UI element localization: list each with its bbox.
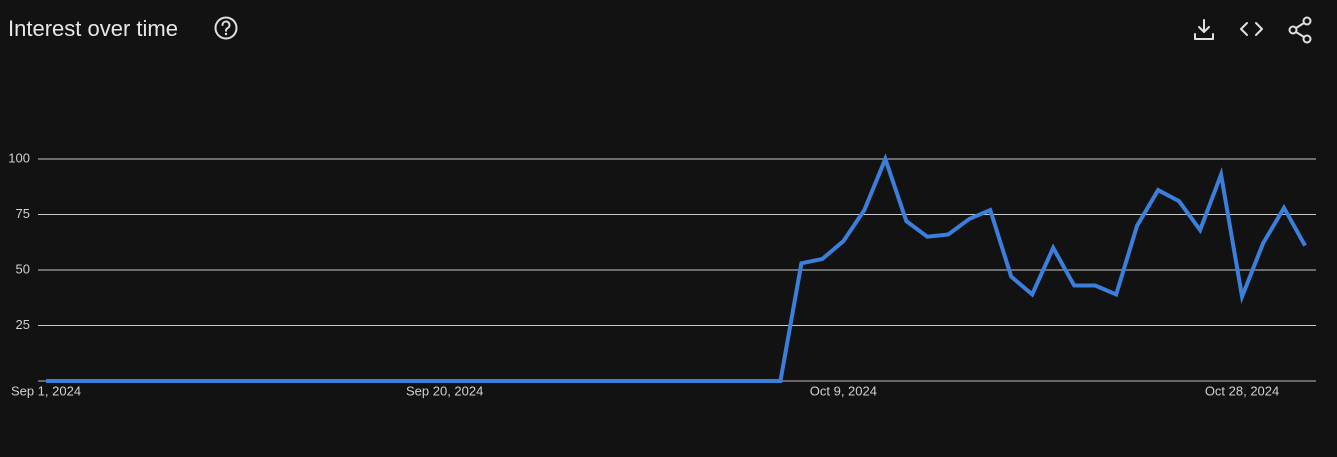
- line-series: [46, 153, 1307, 383]
- x-tick-label: Sep 1, 2024: [11, 383, 81, 398]
- download-icon[interactable]: [1194, 19, 1214, 40]
- x-tick-label: Sep 20, 2024: [406, 383, 483, 398]
- y-tick-label: 75: [16, 206, 30, 221]
- x-tick-label: Oct 28, 2024: [1205, 383, 1279, 398]
- chart-title: Interest over time: [8, 16, 178, 41]
- embed-icon[interactable]: [1240, 22, 1263, 36]
- x-tick-label: Oct 9, 2024: [810, 383, 877, 398]
- share-icon[interactable]: [1288, 16, 1312, 44]
- y-tick-label: 25: [16, 317, 30, 332]
- help-icon[interactable]: [214, 16, 238, 40]
- y-tick-label: 50: [16, 261, 30, 276]
- y-tick-label: 100: [8, 150, 30, 165]
